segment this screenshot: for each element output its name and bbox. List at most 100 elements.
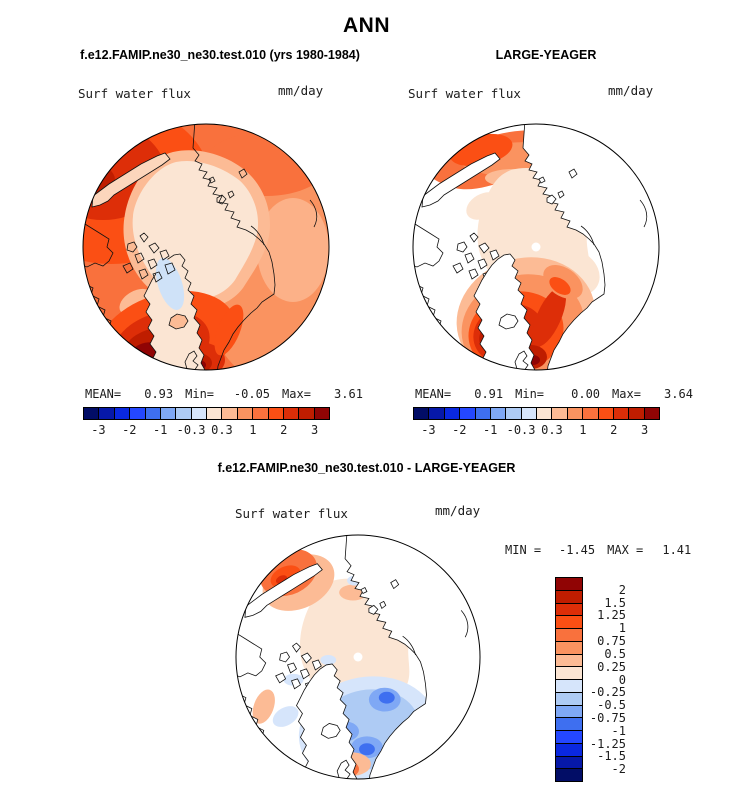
diff-map [235,534,481,780]
colorbar-cell [520,408,536,419]
tick-label: 0.3 [541,423,563,437]
obs-panel-title: LARGE-YEAGER [495,48,597,62]
model-stats: MEAN= 0.93 Min= -0.05 Max= 3.61 [85,387,363,401]
mean-label: MEAN= [85,387,122,401]
tick-label: 2 [610,423,618,437]
min-value: -0.05 [233,387,271,401]
diff-map-field [235,534,481,780]
colorbar-cell [551,408,567,419]
colorbar-cell [556,602,582,616]
colorbar-cell [556,730,582,743]
tick-label: 0.75 [597,634,626,649]
colorbar-cell [113,408,130,419]
tick-label: 1 [249,423,257,437]
colorbar-cell [459,408,475,419]
colorbar-cell [489,408,506,419]
tick-label: 0 [618,672,626,687]
model-units-label: mm/day [278,83,324,98]
max-label: Max= [282,387,311,401]
colorbar-cell [428,408,444,419]
obs-field-label: Surf water flux [408,86,521,101]
colorbar-cell [536,408,552,419]
mean-value: 0.91 [474,387,504,401]
colorbar-cell [221,408,237,419]
tick-label: 2 [280,423,288,437]
model-map-field [83,124,329,370]
tick-label: -2 [452,423,467,437]
diff-units-label: mm/day [435,503,481,518]
colorbar-cell [628,408,644,419]
min-value: 0.00 [571,387,601,401]
tick-label: 1 [618,621,626,636]
colorbar-cell [582,408,598,419]
tick-label: -0.3 [506,423,536,437]
colorbar-cell [556,691,582,705]
tick-label: -0.75 [589,710,626,725]
colorbar-cell [612,408,629,419]
tick-label: -2 [122,423,137,437]
colorbar-cell [556,615,582,628]
tick-label: 1.5 [604,595,626,610]
colorbar-cell [159,408,176,419]
map-boundary-circle [412,123,660,371]
obs-units-label: mm/day [608,83,654,98]
obs-colorbar-ticks: -3 -2 -1 -0.3 0.3 1 2 3 [413,423,660,437]
colorbar-cell [190,408,206,419]
pole-hole [353,652,363,662]
colorbar-cell [98,408,114,419]
pole-hole [531,242,541,252]
map-boundary-circle [235,534,481,780]
colorbar-cell [252,408,268,419]
colorbar-cell [144,408,160,419]
model-field-label: Surf water flux [78,86,191,101]
colorbar-cell [597,408,613,419]
colorbar-cell [414,408,429,419]
obs-map-field [413,124,659,370]
tick-label: 3 [640,423,649,437]
page-title: ANN [343,14,390,37]
min-label: Min= [185,387,215,401]
colorbar-cell [556,653,582,667]
tick-label: 1 [579,423,587,437]
diff-field-label: Surf water flux [235,506,348,521]
tick-label: 0.3 [211,423,233,437]
mean-label: MEAN= [415,387,452,401]
diff-stats: MIN = -1.45 MAX = 1.41 [505,543,691,557]
tick-label: -0.3 [176,423,206,437]
tick-label: -3 [91,423,106,437]
colorbar-cell [556,717,582,730]
mean-value: 0.93 [144,387,174,401]
diff-panel-title: f.e12.FAMIP.ne30_ne30.test.010 - LARGE-Y… [217,461,516,475]
colorbar-cell [556,578,582,590]
colorbar-cell [556,742,582,756]
colorbar-cell [643,408,659,419]
obs-map [412,123,660,371]
colorbar-cell [556,640,582,654]
tick-label: -0.5 [597,698,626,713]
colorbar-cell [236,408,253,419]
colorbar-cell [505,408,521,419]
tick-label: -1 [611,723,626,738]
obs-colorbar [413,407,660,420]
colorbar-cell [566,408,583,419]
colorbar-cell [556,589,582,603]
tick-label: -0.25 [589,685,626,700]
colorbar-cell [267,408,283,419]
colorbar-cell [443,408,460,419]
colorbar-cell [129,408,145,419]
max-value: 1.41 [662,543,692,557]
diff-colorbar [555,577,583,782]
max-value: 3.64 [664,387,693,401]
colorbar-cell [556,704,582,718]
max-label: MAX = [607,543,644,557]
colorbar-cell [282,408,299,419]
max-label: Max= [612,387,641,401]
min-label: MIN = [505,543,542,557]
colorbar-cell [175,408,191,419]
model-map [82,123,330,371]
min-label: Min= [515,387,545,401]
colorbar-cell [298,408,314,419]
tick-label: 1.25 [597,608,626,623]
diff-colorbar-ticks: 2 1.5 1.25 1 0.75 0.5 0.25 0 -0.25 -0.5 -0.75 -1 -1.… [588,577,626,782]
